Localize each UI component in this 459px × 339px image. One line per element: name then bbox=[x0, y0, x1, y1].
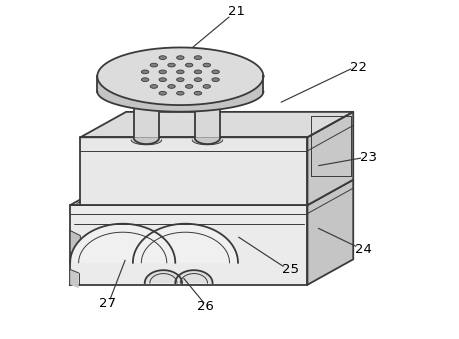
Polygon shape bbox=[145, 270, 182, 283]
Ellipse shape bbox=[159, 78, 167, 82]
Ellipse shape bbox=[150, 63, 157, 67]
Polygon shape bbox=[195, 92, 220, 137]
Text: 21: 21 bbox=[228, 5, 245, 18]
Ellipse shape bbox=[185, 63, 193, 67]
Polygon shape bbox=[134, 137, 159, 144]
Ellipse shape bbox=[168, 63, 175, 67]
Text: 26: 26 bbox=[197, 300, 214, 313]
Ellipse shape bbox=[134, 85, 159, 98]
Ellipse shape bbox=[212, 78, 219, 82]
Ellipse shape bbox=[159, 91, 167, 95]
Polygon shape bbox=[195, 137, 220, 144]
Ellipse shape bbox=[185, 85, 193, 88]
Text: 23: 23 bbox=[360, 151, 377, 164]
Polygon shape bbox=[131, 140, 162, 145]
Ellipse shape bbox=[150, 85, 157, 88]
Ellipse shape bbox=[177, 78, 184, 82]
Ellipse shape bbox=[177, 91, 184, 95]
Polygon shape bbox=[70, 205, 308, 285]
Text: 27: 27 bbox=[99, 297, 116, 310]
Ellipse shape bbox=[203, 63, 211, 67]
Ellipse shape bbox=[141, 78, 149, 82]
Text: 24: 24 bbox=[355, 243, 372, 256]
Ellipse shape bbox=[194, 91, 202, 95]
Ellipse shape bbox=[159, 56, 167, 60]
Polygon shape bbox=[133, 224, 238, 263]
Ellipse shape bbox=[141, 70, 149, 74]
Ellipse shape bbox=[194, 78, 202, 82]
Ellipse shape bbox=[194, 70, 202, 74]
Polygon shape bbox=[192, 140, 223, 145]
Text: 22: 22 bbox=[350, 61, 367, 74]
Polygon shape bbox=[175, 270, 213, 283]
Polygon shape bbox=[70, 270, 78, 288]
Ellipse shape bbox=[194, 56, 202, 60]
Polygon shape bbox=[70, 231, 80, 258]
Polygon shape bbox=[134, 92, 159, 137]
Polygon shape bbox=[80, 112, 353, 137]
Polygon shape bbox=[70, 180, 353, 205]
Text: 25: 25 bbox=[282, 263, 299, 276]
Ellipse shape bbox=[177, 56, 184, 60]
Ellipse shape bbox=[195, 85, 220, 98]
Polygon shape bbox=[80, 137, 308, 205]
Polygon shape bbox=[70, 224, 175, 263]
Ellipse shape bbox=[203, 85, 211, 88]
Polygon shape bbox=[97, 47, 263, 105]
Polygon shape bbox=[97, 76, 263, 112]
Ellipse shape bbox=[168, 85, 175, 88]
Polygon shape bbox=[308, 180, 353, 285]
Ellipse shape bbox=[177, 70, 184, 74]
Polygon shape bbox=[308, 112, 353, 205]
Ellipse shape bbox=[159, 70, 167, 74]
Ellipse shape bbox=[212, 70, 219, 74]
